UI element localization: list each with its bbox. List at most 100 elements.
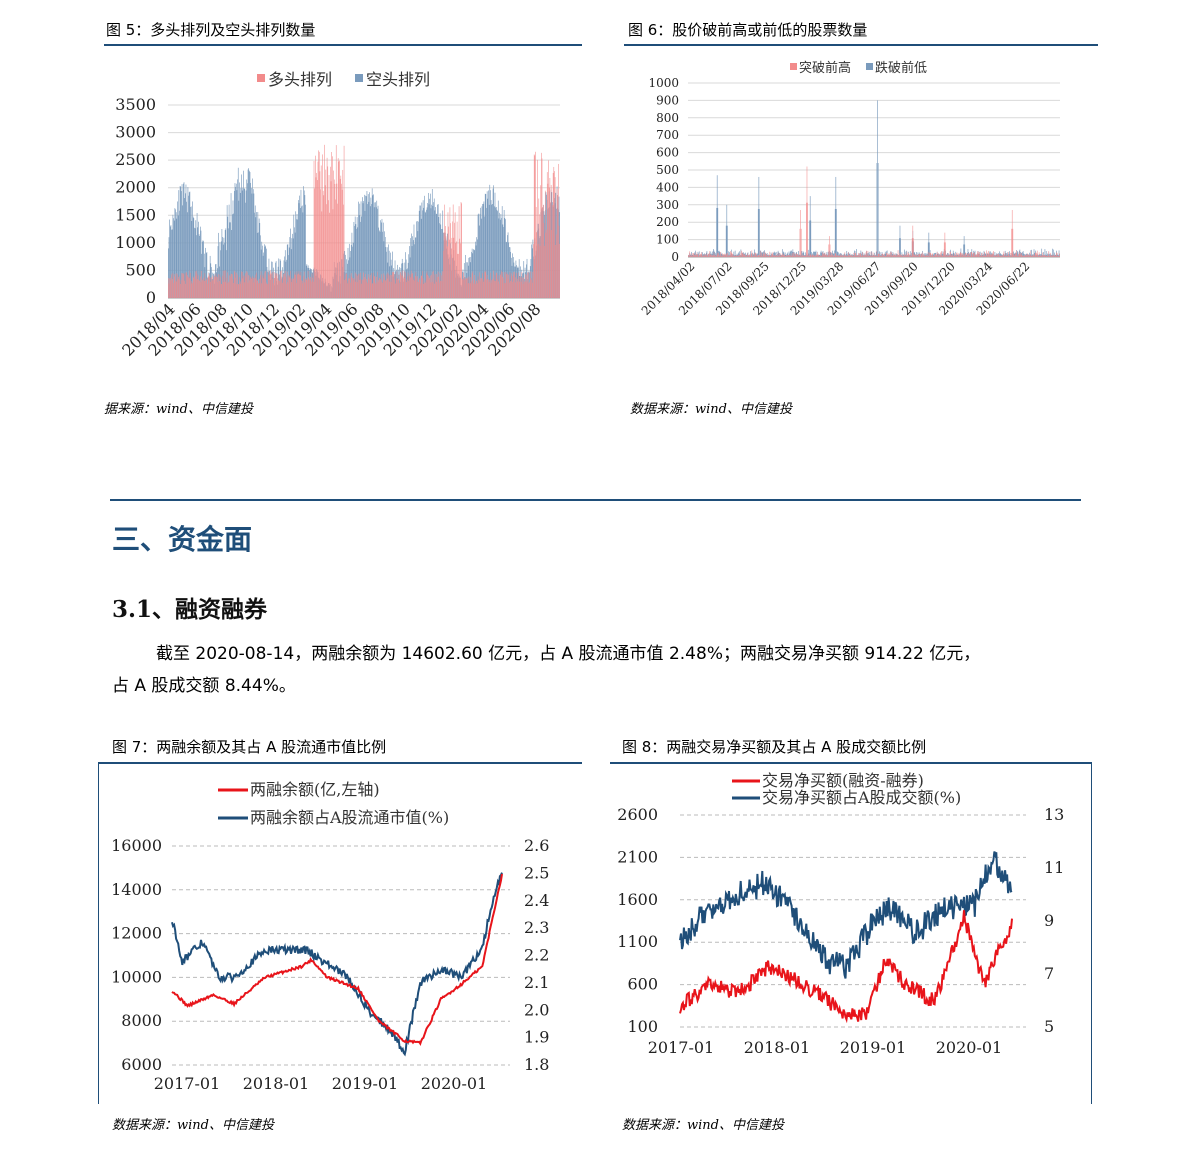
fig6-bar-high bbox=[911, 255, 912, 257]
fig6-bar-high bbox=[855, 253, 857, 257]
fig5-bar-bear bbox=[202, 240, 204, 298]
fig8-x-tick: 2020-01 bbox=[936, 1038, 1002, 1057]
fig5-bar-bull bbox=[245, 277, 247, 298]
fig5-bar-bull bbox=[228, 281, 229, 298]
fig6-bar-high bbox=[1029, 254, 1030, 257]
fig5-bar-bear bbox=[354, 216, 356, 298]
fig6-bar-low bbox=[929, 242, 930, 257]
fig5-bar-bull bbox=[281, 270, 282, 298]
fig5-bar-bull bbox=[394, 279, 395, 298]
fig6-bar-low bbox=[1058, 250, 1060, 257]
fig5-bar-bull bbox=[437, 271, 439, 298]
fig5-bar-bull bbox=[520, 281, 522, 298]
fig5-bar-bull bbox=[475, 281, 477, 298]
fig6-bar-high bbox=[840, 255, 842, 257]
fig6-bar-high bbox=[1024, 255, 1026, 257]
fig5-bar-bear bbox=[368, 201, 370, 298]
fig6-bar-low bbox=[747, 252, 749, 257]
fig5-bar-bull bbox=[386, 278, 388, 298]
fig6-bar-high bbox=[857, 252, 859, 257]
fig6-bar-high bbox=[721, 255, 722, 257]
fig6-bar-low bbox=[802, 251, 804, 257]
fig5-bar-bear bbox=[486, 207, 487, 298]
fig5-bar-bull bbox=[481, 279, 483, 298]
fig6-bar-low bbox=[750, 251, 751, 257]
fig6-bar-low bbox=[966, 254, 967, 257]
fig5-bar-bear bbox=[206, 252, 208, 298]
fig5-bar-bull bbox=[512, 271, 514, 298]
fig6-bar-high bbox=[914, 254, 916, 257]
fig5-bar-bull bbox=[311, 273, 313, 298]
fig5-bar-bull bbox=[333, 179, 335, 298]
fig6-bar-low bbox=[892, 252, 894, 257]
fig5-bar-bull bbox=[346, 273, 348, 298]
fig6-bar-low bbox=[877, 163, 879, 257]
fig5-bar-bull bbox=[514, 277, 516, 298]
fig6-bar-high bbox=[967, 253, 969, 257]
fig5-bar-bull bbox=[522, 283, 524, 298]
fig6-bar-high bbox=[737, 255, 739, 257]
fig5-bar-bull bbox=[472, 271, 474, 298]
fig6-bar-high bbox=[710, 254, 712, 257]
fig5-bar-bull bbox=[237, 284, 239, 298]
fig6-bar-high bbox=[802, 255, 804, 257]
fig5-bar-bull bbox=[446, 240, 447, 298]
fig5-bar-bull bbox=[341, 189, 343, 298]
fig5-bar-bear bbox=[503, 226, 504, 298]
fig6-bar-high bbox=[718, 254, 720, 257]
fig6-bar-high bbox=[823, 253, 824, 257]
fig5-bar-bear bbox=[478, 213, 479, 298]
fig5-bar-bull bbox=[248, 275, 250, 298]
fig8-legend-netbuy: 交易净买额(融资-融券) bbox=[762, 771, 924, 790]
fig5-bar-bull bbox=[214, 275, 216, 298]
fig6-bar-high bbox=[989, 254, 991, 257]
fig5-bar-bear bbox=[353, 221, 355, 298]
fig5-bar-bull bbox=[476, 280, 478, 298]
fig5-bar-bull bbox=[320, 189, 321, 298]
fig5-bar-bear bbox=[428, 192, 429, 298]
fig6-bar-low bbox=[837, 252, 839, 257]
fig6-bar-high bbox=[707, 254, 709, 257]
fig5-bar-bear bbox=[290, 228, 291, 298]
fig5-bar-bull bbox=[331, 156, 333, 298]
fig6-bar-high bbox=[1022, 255, 1024, 257]
fig8-x-tick: 2019-01 bbox=[840, 1038, 906, 1057]
fig6-bar-high bbox=[918, 254, 920, 257]
fig5-bar-bear bbox=[181, 191, 182, 298]
fig5-bar-bull bbox=[322, 190, 324, 298]
fig6-bar-high bbox=[753, 255, 755, 257]
fig5-bar-bull bbox=[264, 279, 266, 298]
fig6-bar-high bbox=[998, 254, 1000, 257]
fig5-bar-bull bbox=[495, 272, 497, 298]
fig5-bar-bull bbox=[524, 280, 525, 298]
fig5-bar-bear bbox=[358, 201, 359, 298]
fig6-bar-high bbox=[1035, 252, 1037, 257]
fig5-bar-bear bbox=[289, 237, 291, 298]
fig6-bar-low bbox=[718, 250, 720, 257]
fig5-bar-bull bbox=[360, 272, 361, 298]
fig6-bar-low bbox=[845, 254, 847, 257]
fig6-bar-high bbox=[969, 253, 971, 257]
fig5-bar-bull bbox=[358, 273, 360, 298]
fig5-bar-bull bbox=[338, 161, 340, 298]
fig5-bar-bull bbox=[426, 273, 427, 298]
fig5-bar-bear bbox=[292, 233, 293, 298]
fig5-bar-bull bbox=[292, 277, 294, 298]
fig6-bar-high bbox=[757, 255, 759, 257]
fig6-bar-low bbox=[801, 251, 803, 257]
fig6-bar-low bbox=[1004, 250, 1006, 257]
fig5-bar-bear bbox=[198, 234, 200, 298]
fig5-bar-bull bbox=[461, 203, 462, 298]
fig6-bar-low bbox=[843, 254, 844, 257]
fig6-bar-high bbox=[1025, 254, 1027, 257]
fig6-bar-high bbox=[864, 254, 866, 257]
fig5-y-tick: 3000 bbox=[115, 123, 156, 142]
fig5-bar-bear bbox=[434, 210, 436, 298]
fig6-bar-high bbox=[825, 254, 827, 257]
fig6-bar-high bbox=[940, 252, 941, 257]
fig5-bar-bull bbox=[311, 281, 312, 298]
fig5-bar-bull bbox=[477, 283, 478, 298]
fig6-bar-low bbox=[1057, 254, 1059, 257]
fig5-bar-bull bbox=[436, 281, 438, 298]
fig5-bar-bull bbox=[356, 282, 358, 298]
